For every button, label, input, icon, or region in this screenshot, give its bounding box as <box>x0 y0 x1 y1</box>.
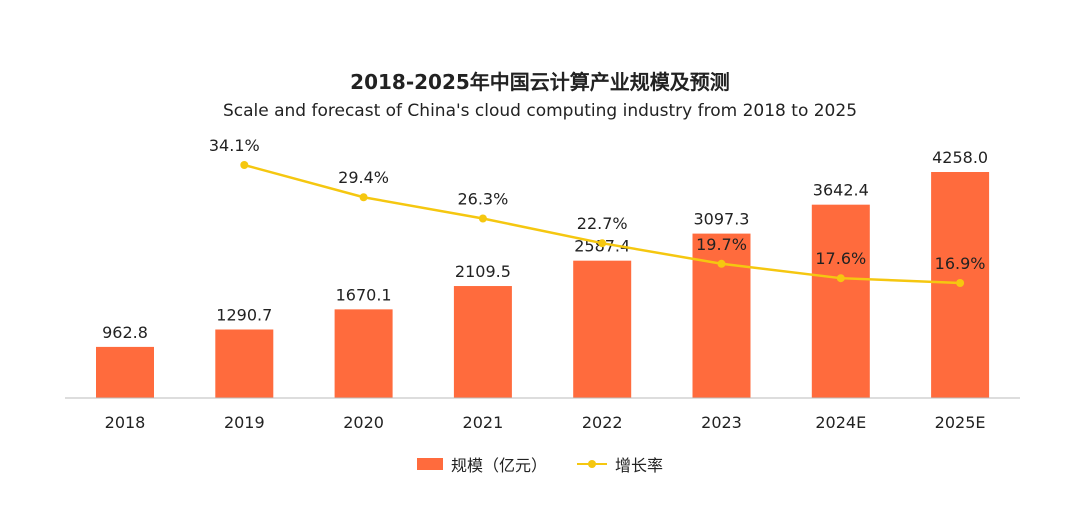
growth-value-label: 34.1% <box>209 136 260 155</box>
growth-point <box>598 239 607 248</box>
bar <box>573 260 632 398</box>
bar-value-label: 3097.3 <box>694 210 750 229</box>
x-tick-label: 2023 <box>701 413 742 432</box>
x-tick-label: 2022 <box>582 413 623 432</box>
growth-value-label: 29.4% <box>338 168 389 187</box>
legend-bar-label: 规模（亿元） <box>450 456 547 475</box>
growth-value-label: 26.3% <box>457 190 508 209</box>
growth-value-label: 16.9% <box>935 254 986 273</box>
bar <box>811 204 870 398</box>
x-tick-label: 2021 <box>463 413 504 432</box>
bar <box>453 286 512 398</box>
chart-title: 2018-2025年中国云计算产业规模及预测 <box>350 70 730 94</box>
bar <box>96 346 154 398</box>
legend: 规模（亿元） 增长率 <box>0 452 1080 476</box>
growth-point <box>359 193 368 202</box>
bar-value-label: 2109.5 <box>455 262 511 281</box>
growth-point <box>717 259 726 268</box>
bar-value-label: 1290.7 <box>216 305 272 324</box>
growth-point <box>836 274 845 283</box>
x-tick-label: 2025E <box>935 413 986 432</box>
bar <box>334 309 393 398</box>
legend-line-swatch <box>577 457 607 471</box>
x-tick-label: 2024E <box>815 413 866 432</box>
bar <box>215 329 274 398</box>
bar <box>692 233 751 398</box>
growth-point <box>956 278 965 287</box>
chart-subtitle: Scale and forecast of China's cloud comp… <box>222 101 858 121</box>
x-tick-label: 2020 <box>343 413 384 432</box>
growth-point <box>240 161 249 169</box>
x-tick-label: 2018 <box>105 413 146 432</box>
bar-value-label: 1670.1 <box>336 285 392 304</box>
bar-value-label: 962.8 <box>102 323 148 342</box>
growth-value-label: 19.7% <box>696 235 747 254</box>
growth-value-label: 17.6% <box>815 249 866 268</box>
bar-value-label: 4258.0 <box>932 148 988 167</box>
legend-line-label: 增长率 <box>615 456 664 475</box>
growth-value-label: 22.7% <box>577 214 628 233</box>
growth-point <box>478 214 487 223</box>
x-tick-label: 2019 <box>224 413 265 432</box>
bar-value-label: 3642.4 <box>813 181 869 200</box>
legend-bar-swatch <box>416 458 443 470</box>
